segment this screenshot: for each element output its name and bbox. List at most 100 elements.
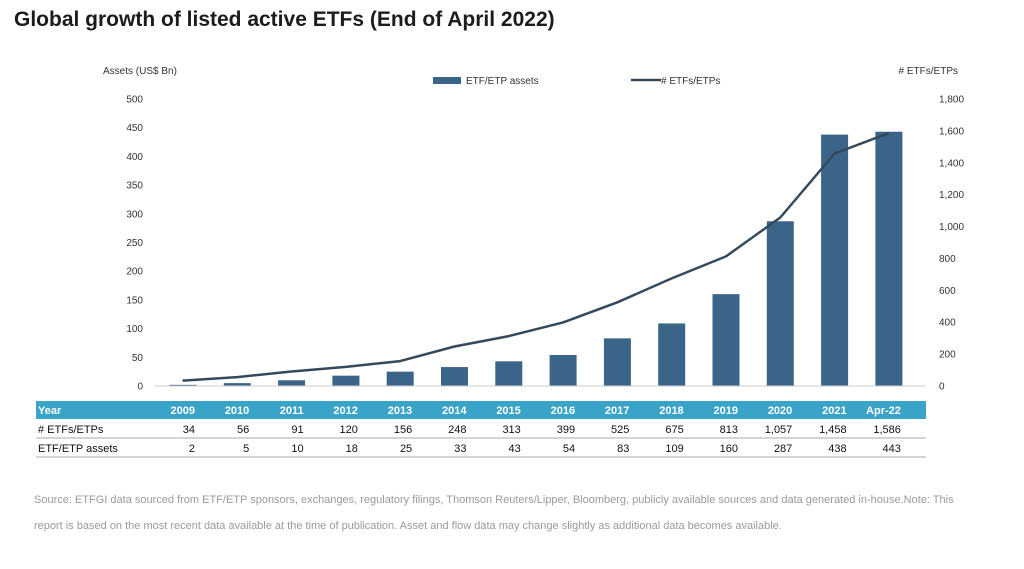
table-year-2021: 2021 <box>822 405 846 417</box>
table-year-2009: 2009 <box>171 405 195 417</box>
bar-Apr-22 <box>875 131 903 386</box>
y-axis-left-title: Assets (US$ Bn) <box>103 66 177 77</box>
etf-count-line <box>182 131 890 382</box>
y-axis-left: 0 50 100 150 200 250 300 350 400 450 500 <box>126 95 143 393</box>
table-year-2018: 2018 <box>659 405 683 417</box>
y-axis-right: 0 200 400 600 800 1,000 1,200 1,400 1,600 1,800 <box>939 95 964 393</box>
table-cell: 443 <box>883 443 901 455</box>
y-tick-label: 450 <box>126 123 143 134</box>
y2-tick-label: 1,200 <box>939 190 964 201</box>
y-tick-label: 150 <box>126 295 143 306</box>
table-cell: 120 <box>340 424 358 436</box>
table-cell: 1,057 <box>765 424 793 436</box>
table-cell: 83 <box>617 443 629 455</box>
table-cell: 18 <box>346 443 358 455</box>
y2-tick-label: 1,600 <box>939 126 964 137</box>
line-point-2014 <box>453 345 456 348</box>
table-year-2012: 2012 <box>333 405 357 417</box>
y-tick-label: 100 <box>126 324 143 335</box>
y2-tick-label: 800 <box>939 254 956 265</box>
line-point-2012 <box>345 366 347 368</box>
table-cell: 248 <box>448 424 466 436</box>
table-year-2015: 2015 <box>496 405 520 417</box>
table-year-2010: 2010 <box>225 405 249 417</box>
line-path-etf-count <box>182 131 890 382</box>
line-point-2016 <box>562 321 564 324</box>
bar-2017 <box>603 338 631 386</box>
data-table: Year 2009 2010 2011 2012 2013 2014 2015 2016 2017… <box>36 401 926 458</box>
bar-2018 <box>658 323 686 386</box>
table-year-2019: 2019 <box>714 405 738 417</box>
y-tick-label: 200 <box>126 267 143 278</box>
bar-2009 <box>169 384 197 386</box>
y-tick-label: 50 <box>132 353 144 364</box>
axis-titles: Assets (US$ Bn) # ETFs/ETPs <box>103 66 958 77</box>
asset-bars <box>169 131 903 386</box>
table-cell: 156 <box>394 424 412 436</box>
table-cell: 399 <box>557 424 575 436</box>
table-year-2017: 2017 <box>605 405 629 417</box>
bar-2013 <box>386 371 414 386</box>
y-tick-label: 0 <box>137 382 143 393</box>
legend-swatch-assets <box>433 77 461 84</box>
bar-2015 <box>495 361 523 386</box>
table-row-label: # ETFs/ETPs <box>38 424 104 436</box>
legend-label-assets: ETF/ETP assets <box>466 76 539 87</box>
y-tick-label: 350 <box>126 181 143 192</box>
line-point-2021 <box>833 152 836 155</box>
line-point-2020 <box>779 216 782 219</box>
line-point-2010 <box>236 376 239 378</box>
table-cell: 675 <box>665 424 683 436</box>
source-note: Source: ETFGI data sourced from ETF/ETP … <box>34 494 954 532</box>
table-cell: 160 <box>720 443 738 455</box>
table-cell: 525 <box>611 424 629 436</box>
line-point-2017 <box>616 301 619 304</box>
table-year-2020: 2020 <box>768 405 792 417</box>
y2-tick-label: 1,800 <box>939 95 964 106</box>
table-cell: 5 <box>243 443 249 455</box>
table-cell: 25 <box>400 443 412 455</box>
bar-2010 <box>223 383 251 386</box>
table-cell: 54 <box>563 443 575 455</box>
table-cell: 287 <box>774 443 792 455</box>
table-cell: 56 <box>237 424 249 436</box>
table-header-band <box>36 401 926 419</box>
line-point-2011 <box>290 370 293 373</box>
table-year-2016: 2016 <box>551 405 575 417</box>
table-cell: 43 <box>509 443 521 455</box>
table-year-2014: 2014 <box>442 405 467 417</box>
line-point-Apr-22 <box>888 132 890 134</box>
y2-tick-label: 0 <box>939 382 945 393</box>
line-point-2019 <box>725 255 727 258</box>
page-title: Global growth of listed active ETFs (End… <box>14 8 555 31</box>
table-cell: 313 <box>502 424 520 436</box>
chart-legend: ETF/ETP assets # ETFs/ETPs <box>433 76 720 87</box>
y2-tick-label: 1,400 <box>939 158 964 169</box>
y2-tick-label: 1,000 <box>939 222 964 233</box>
y-tick-label: 400 <box>126 152 143 163</box>
line-point-2009 <box>182 379 184 382</box>
table-cell: 813 <box>720 424 738 436</box>
y2-tick-label: 600 <box>939 286 956 297</box>
bar-2012 <box>332 375 360 386</box>
table-year-2013: 2013 <box>388 405 412 417</box>
y2-tick-label: 200 <box>939 350 956 361</box>
y-tick-label: 250 <box>126 238 143 249</box>
table-row-label: ETF/ETP assets <box>38 443 118 455</box>
line-point-2018 <box>670 277 673 280</box>
table-cell: 91 <box>291 424 303 436</box>
table-year-2011: 2011 <box>280 405 304 417</box>
table-cell: 34 <box>183 424 195 436</box>
line-point-2015 <box>508 335 510 337</box>
table-cell: 1,586 <box>873 424 901 436</box>
table-header-label: Year <box>38 405 62 417</box>
table-cell: 1,458 <box>819 424 847 436</box>
table-cell: 438 <box>828 443 846 455</box>
y-axis-right-title: # ETFs/ETPs <box>899 66 958 77</box>
combo-chart: ETF/ETP assets # ETFs/ETPs Assets (US$ Bn… <box>36 66 964 458</box>
bar-2014 <box>441 367 468 386</box>
y2-tick-label: 400 <box>939 318 956 329</box>
table-cell: 109 <box>665 443 683 455</box>
legend-label-count: # ETFs/ETPs <box>661 76 720 87</box>
bar-2019 <box>712 294 740 386</box>
